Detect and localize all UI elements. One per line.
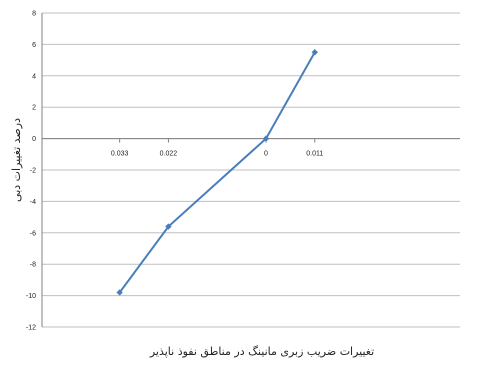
y-tick-label: -12 <box>26 325 36 332</box>
y-tick-label: 8 <box>32 11 36 18</box>
data-point <box>165 223 172 230</box>
x-tick-label: 0.011 <box>306 151 323 158</box>
y-tick-label: -8 <box>30 262 36 269</box>
y-tick-labels: 8 6 4 2 0 -2 -4 -6 -8 -10 -12 <box>26 11 36 332</box>
data-point <box>262 135 270 142</box>
data-point <box>116 289 123 296</box>
y-tick-label: -10 <box>26 293 36 300</box>
y-tick-label: -2 <box>30 168 36 175</box>
x-axis-title: تغییرات ضریب زبری مانینگ در مناطق نفوذ ن… <box>149 345 374 359</box>
x-tick-label: 0 <box>264 151 268 158</box>
x-tick-labels: 0.033 0.022 0 0.011 <box>111 151 324 158</box>
y-axis-title: درصد تغییرات دبی <box>10 118 23 202</box>
x-tick-label: 0.022 <box>160 151 178 158</box>
y-tick-label: -6 <box>30 230 36 237</box>
y-tick-label: 4 <box>32 73 36 80</box>
series-line <box>118 51 316 294</box>
y-tick-label: -4 <box>30 199 36 206</box>
y-tick-label: 2 <box>32 105 36 112</box>
x-tick-label: 0.033 <box>111 151 129 158</box>
gridlines <box>41 12 460 328</box>
data-point <box>311 49 318 56</box>
y-tick-label: 0 <box>32 136 36 143</box>
series-layer <box>116 49 318 296</box>
y-tick-label: 6 <box>32 42 36 49</box>
